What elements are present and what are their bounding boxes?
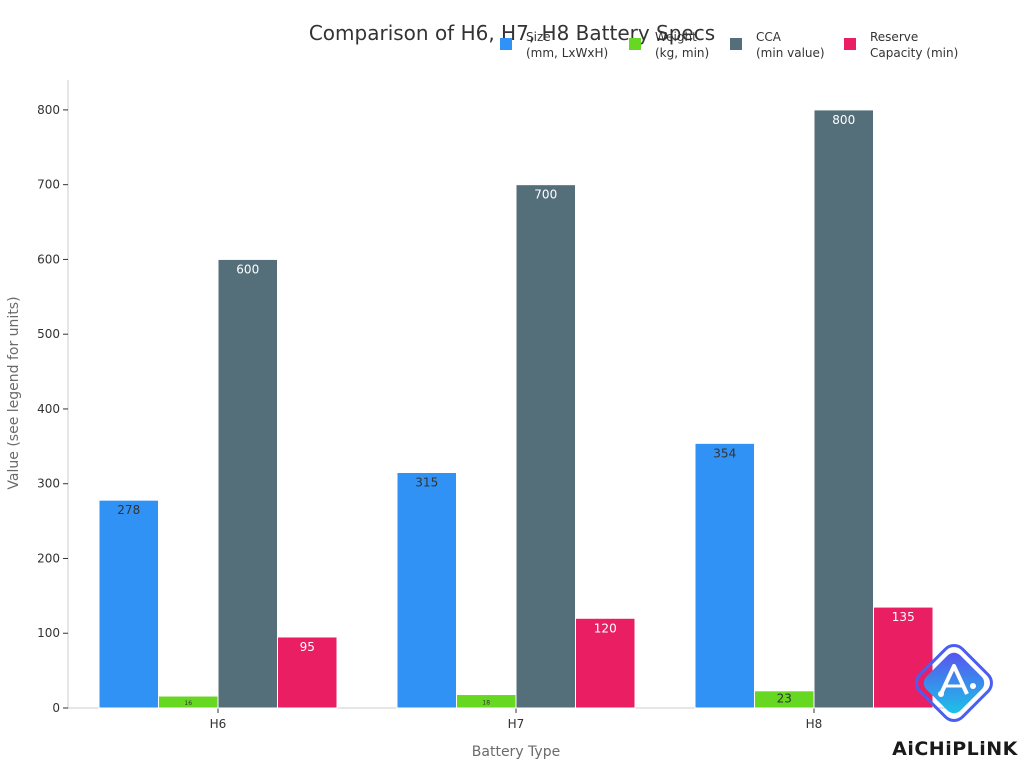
y-tick-label: 600	[37, 252, 60, 266]
legend-swatch	[629, 38, 641, 50]
x-tick-label: H8	[806, 717, 823, 731]
bar-value-label: 23	[777, 691, 792, 705]
logo: AiCHiPLiNK	[892, 644, 1019, 760]
bar-value-label: 600	[236, 262, 259, 276]
legend-label: Reserve Capacity (min)	[870, 30, 958, 60]
bar-value-label: 135	[892, 610, 915, 624]
bar-value-label: 800	[832, 113, 855, 127]
x-axis: H6 H7 H8	[68, 707, 960, 731]
x-tick-label: H7	[508, 717, 525, 731]
bar	[277, 636, 338, 709]
bar-value-label: 120	[594, 621, 617, 635]
legend-swatch	[844, 38, 856, 50]
legend-swatch	[730, 38, 742, 50]
y-axis: 0 100 200 300 400 500 600 700 800	[37, 80, 69, 715]
bar-value-label: 315	[415, 476, 438, 490]
y-tick-label: 500	[37, 327, 60, 341]
bar	[873, 606, 934, 709]
bar	[575, 617, 636, 709]
bar	[515, 184, 576, 709]
bar	[396, 472, 457, 709]
bar-value-label: 16	[184, 700, 192, 707]
bar	[98, 499, 159, 709]
bars: 278 16 600 95 315 18 700 120 354 23 800 135	[98, 109, 934, 709]
legend-label: Size (mm, LxWxH)	[526, 30, 608, 60]
x-tick-label: H6	[210, 717, 227, 731]
bar	[217, 258, 278, 709]
y-tick-label: 100	[37, 626, 60, 640]
y-tick-label: 200	[37, 551, 60, 565]
bar-value-label: 354	[713, 446, 736, 460]
y-tick-label: 400	[37, 402, 60, 416]
y-axis-title: Value (see legend for units)	[6, 296, 22, 489]
aichiplink-logo-icon	[915, 644, 993, 722]
legend: Size (mm, LxWxH) Weight (kg, min) CCA (min va…	[500, 30, 958, 60]
legend-swatch	[500, 38, 512, 50]
bar-value-label: 95	[300, 640, 315, 654]
bar	[813, 109, 874, 709]
y-tick-label: 700	[37, 178, 60, 192]
legend-label: CCA (min value)	[756, 30, 825, 60]
bar-value-label: 18	[482, 699, 490, 706]
logo-text: AiCHiPLiNK	[892, 738, 1019, 760]
y-tick-label: 800	[37, 103, 60, 117]
y-tick-label: 0	[52, 701, 60, 715]
bar-value-label: 700	[534, 188, 557, 202]
bar	[694, 442, 755, 709]
x-axis-title: Battery Type	[472, 744, 560, 760]
legend-label: Weight (kg, min)	[655, 30, 709, 60]
bar-value-label: 278	[117, 503, 140, 517]
y-tick-label: 300	[37, 477, 60, 491]
